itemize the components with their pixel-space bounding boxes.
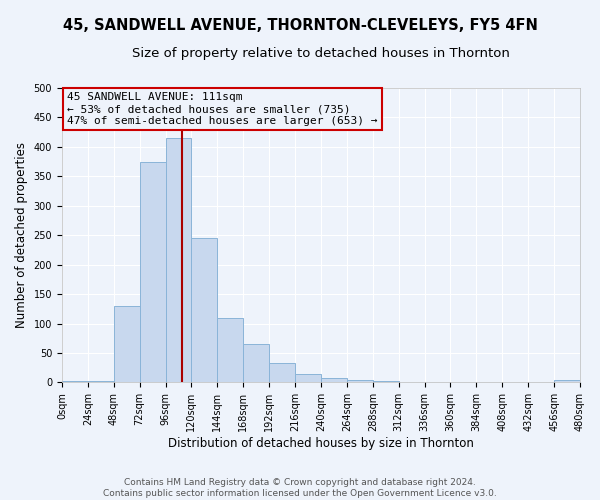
Title: Size of property relative to detached houses in Thornton: Size of property relative to detached ho…	[132, 48, 510, 60]
Y-axis label: Number of detached properties: Number of detached properties	[15, 142, 28, 328]
Bar	[62, 380, 88, 382]
Bar	[321, 378, 347, 382]
Text: Contains HM Land Registry data © Crown copyright and database right 2024.
Contai: Contains HM Land Registry data © Crown c…	[103, 478, 497, 498]
X-axis label: Distribution of detached houses by size in Thornton: Distribution of detached houses by size …	[168, 437, 474, 450]
Bar	[554, 380, 580, 382]
Bar	[295, 374, 321, 382]
Text: 45 SANDWELL AVENUE: 111sqm
← 53% of detached houses are smaller (735)
47% of sem: 45 SANDWELL AVENUE: 111sqm ← 53% of deta…	[67, 92, 377, 126]
Bar	[373, 380, 398, 382]
Bar	[88, 380, 114, 382]
Bar	[243, 344, 269, 383]
Bar	[166, 138, 191, 382]
Text: 45, SANDWELL AVENUE, THORNTON-CLEVELEYS, FY5 4FN: 45, SANDWELL AVENUE, THORNTON-CLEVELEYS,…	[62, 18, 538, 32]
Bar	[347, 380, 373, 382]
Bar	[114, 306, 140, 382]
Bar	[269, 363, 295, 382]
Bar	[217, 318, 243, 382]
Bar	[191, 238, 217, 382]
Bar	[140, 162, 166, 382]
